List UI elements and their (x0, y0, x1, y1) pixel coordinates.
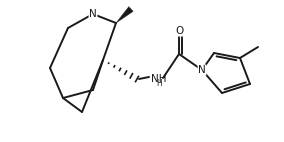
Polygon shape (116, 7, 133, 23)
Text: N: N (198, 65, 206, 75)
Text: NH: NH (151, 74, 166, 84)
Text: O: O (176, 26, 184, 36)
Text: N: N (89, 9, 97, 19)
Text: H: H (156, 80, 162, 88)
